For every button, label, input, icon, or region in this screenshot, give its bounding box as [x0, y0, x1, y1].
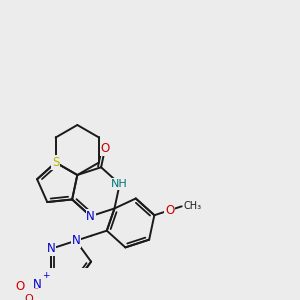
Text: O: O [15, 280, 25, 293]
Text: NH: NH [111, 179, 128, 189]
Text: CH₃: CH₃ [184, 201, 202, 211]
Text: N: N [71, 234, 80, 247]
Text: N: N [33, 278, 41, 291]
Text: ⁻: ⁻ [34, 286, 38, 295]
Text: +: + [42, 272, 49, 280]
Text: N: N [86, 210, 95, 223]
Text: O: O [25, 294, 34, 300]
Text: N: N [47, 242, 56, 255]
Text: S: S [52, 156, 59, 169]
Text: O: O [100, 142, 109, 155]
Text: O: O [165, 204, 174, 217]
